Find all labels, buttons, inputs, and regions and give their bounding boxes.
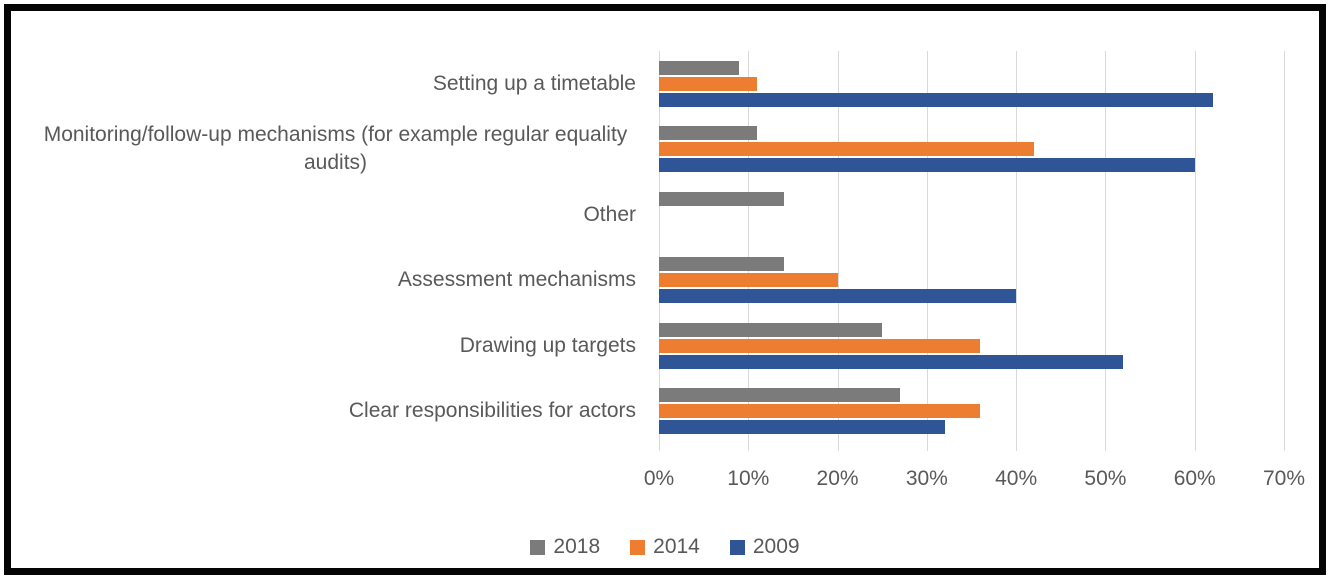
category-axis-labels: Setting up a timetable Monitoring/follow-… [35, 51, 636, 444]
x-tick-label: 50% [1084, 467, 1127, 490]
x-tick-label: 40% [995, 467, 1038, 490]
x-tick-label: 10% [727, 467, 770, 490]
category-label-text: Monitoring/follow-up mechanisms (for exa… [43, 123, 628, 175]
axis-tick-mark-20% [837, 444, 839, 451]
bar-2014-category-1 [659, 142, 1034, 157]
bar-group-row [659, 248, 1284, 314]
legend-swatch-2014 [630, 539, 646, 555]
chart-outer-frame: Setting up a timetable Monitoring/follow-… [4, 4, 1326, 575]
category-label: Other [35, 182, 636, 248]
axis-tick-mark-30% [926, 444, 928, 451]
x-tick-label: 0% [643, 467, 675, 490]
axis-tick-mark-60% [1194, 444, 1196, 451]
bar-group-row [659, 379, 1284, 445]
axis-tick-mark-70% [1284, 444, 1285, 451]
bar-2009-category-3 [659, 289, 1017, 304]
bar-2018-category-3 [659, 257, 784, 272]
category-label: Drawing up targets [35, 313, 636, 379]
category-label: Monitoring/follow-up mechanisms (for exa… [35, 117, 636, 183]
bar-group-row [659, 182, 1284, 248]
legend-label: 2018 [553, 535, 601, 558]
gridline-0% [659, 51, 660, 444]
category-label-text: Other [583, 202, 636, 226]
bar-chart: Setting up a timetable Monitoring/follow-… [11, 11, 1319, 568]
bar-2009-category-1 [659, 158, 1195, 173]
legend: 2018 2014 2009 [11, 532, 1319, 562]
axis-tick-mark-50% [1105, 444, 1107, 451]
legend-item-2014: 2014 [630, 535, 700, 559]
legend-item-2009: 2009 [729, 535, 800, 559]
legend-swatch-2009 [729, 539, 745, 555]
category-label: Assessment mechanisms [35, 248, 636, 314]
bar-2018-category-2 [659, 191, 784, 206]
axis-tick-mark-0% [659, 444, 660, 451]
gridline-60% [1194, 51, 1196, 444]
bar-2014-category-3 [659, 273, 838, 288]
bar-2009-category-0 [659, 92, 1213, 107]
bar-2009-category-4 [659, 354, 1124, 369]
bar-2014-category-5 [659, 404, 981, 419]
axis-tick-mark-10% [748, 444, 750, 451]
gridline-40% [1016, 51, 1018, 444]
axis-tick-mark-40% [1016, 444, 1018, 451]
bar-group-row [659, 313, 1284, 379]
gridline-20% [837, 51, 839, 444]
bar-2014-category-4 [659, 338, 981, 353]
category-label-text: Setting up a timetable [432, 71, 636, 95]
category-label-text: Drawing up targets [459, 333, 636, 357]
gridline-10% [748, 51, 750, 444]
gridline-70% [1284, 51, 1285, 444]
x-tick-label: 70% [1262, 467, 1306, 490]
x-axis-tick-labels: 0% 10% 20% 30% 40% 50% 60% 70% [644, 467, 1305, 497]
bar-2018-category-0 [659, 60, 740, 75]
gridline-30% [926, 51, 928, 444]
x-tick-label: 20% [816, 467, 859, 490]
legend-swatch-2018 [530, 539, 546, 555]
bar-2009-category-5 [659, 420, 945, 435]
bar-2018-category-5 [659, 388, 901, 403]
x-tick-label: 60% [1173, 467, 1216, 490]
bar-group-row [659, 117, 1284, 183]
bar-2014-category-0 [659, 76, 758, 91]
category-label-text: Assessment mechanisms [397, 268, 636, 292]
legend-label: 2009 [752, 535, 800, 558]
gridline-50% [1105, 51, 1107, 444]
category-label-text: Clear responsibilities for actors [348, 399, 636, 423]
x-tick-label: 30% [905, 467, 948, 490]
legend-label: 2014 [653, 535, 700, 558]
legend-item-2018: 2018 [530, 535, 600, 559]
category-label: Setting up a timetable [35, 51, 636, 117]
bar-2018-category-1 [659, 126, 758, 141]
category-label: Clear responsibilities for actors [35, 379, 636, 445]
bar-2018-category-4 [659, 322, 883, 337]
bar-group-row [659, 51, 1284, 117]
plot-area [659, 51, 1285, 451]
